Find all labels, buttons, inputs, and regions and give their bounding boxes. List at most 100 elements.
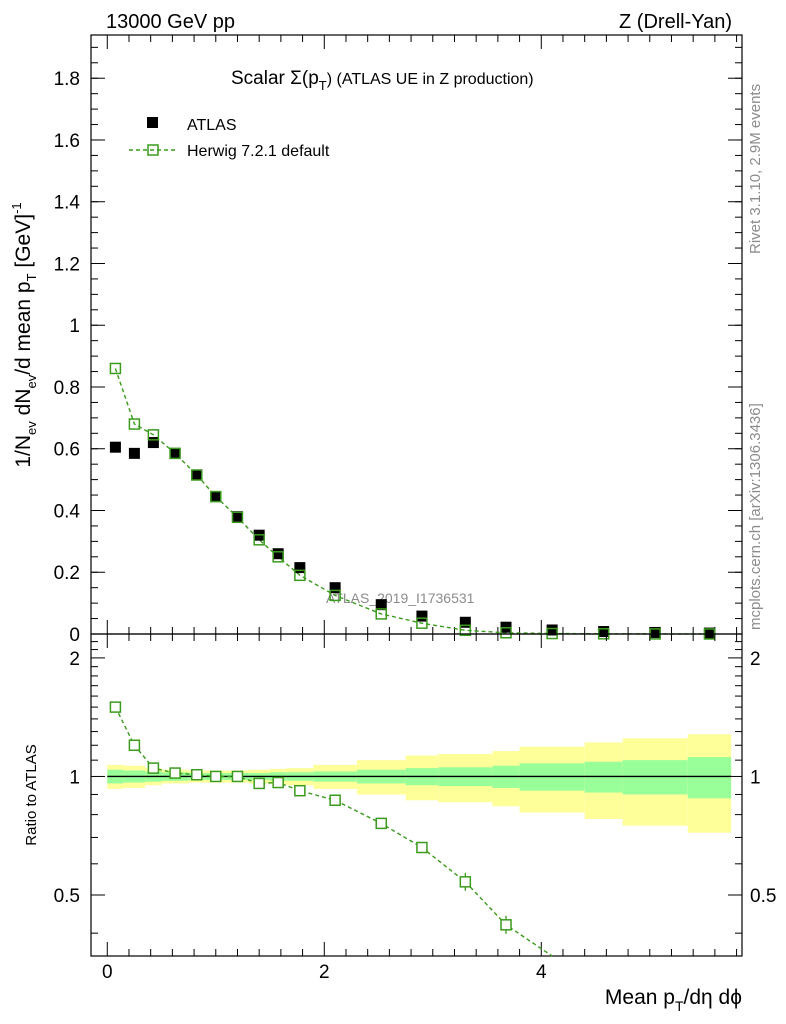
herwig-point (169, 447, 181, 460)
xlabel-part-1: Mean p (605, 986, 675, 1009)
ratio-x-axis: 0 2 4 (102, 634, 738, 983)
herwig-point (416, 617, 428, 629)
atlas-data-point (329, 582, 341, 594)
ratio-uncertainty-bands (107, 734, 732, 833)
herwig-point (128, 418, 141, 430)
herwig-point (147, 429, 160, 441)
ratio-panel: 0.5 0.5 1 1 2 2 0 2 4 Ratio to ATLAS Mean pT/dη… (23, 633, 776, 1014)
ratio-herwig-point (231, 770, 244, 783)
ratio-herwig-point (128, 739, 141, 752)
ratio-y-tick-label-left: 2 (69, 649, 80, 670)
main-x-axis (106, 35, 738, 634)
header-left: 13000 GeV pp (106, 11, 235, 33)
main-panel: 00.20.40.60.811.21.41.61.8 Scalar Σ(pT) … (9, 34, 743, 646)
ylabel-part-2: ev (24, 421, 39, 435)
atlas-data-point (109, 441, 121, 453)
herwig-point (272, 551, 284, 563)
main-y-tick-label: 1 (69, 316, 80, 337)
main-y-tick-label: 1.6 (54, 131, 80, 152)
ratio-y-tick-label-right: 0.5 (750, 886, 776, 907)
herwig-point (500, 627, 512, 639)
ratio-herwig-point (253, 777, 265, 790)
ratio-herwig-line (114, 706, 553, 957)
herwig-point (329, 589, 341, 602)
ratio-series (109, 701, 553, 957)
ratio-y-tick-label-left: 0.5 (54, 886, 80, 907)
ratio-panel-frame (90, 633, 743, 957)
main-y-tick-label: 0.2 (54, 563, 80, 584)
herwig-point (375, 608, 387, 620)
plot-title-subscript: T (319, 78, 327, 93)
ylabel-part-6: T (24, 273, 39, 281)
inner-uncertainty-band (687, 757, 732, 799)
main-y-tick-label: 1.2 (54, 254, 80, 275)
main-y-tick-label: 1.8 (54, 69, 80, 90)
rivet-version-text: Rivet 3.1.10, 2.9M events (747, 84, 764, 254)
ylabel-part-3: dN (12, 389, 35, 422)
main-y-tick-label: 0.8 (54, 378, 80, 399)
ratio-herwig-point (416, 841, 428, 854)
ratio-x-tick-label: 4 (536, 962, 547, 983)
atlas-data-point (231, 511, 243, 523)
atlas-data-point (272, 548, 284, 560)
atlas-data-point (128, 447, 140, 459)
atlas-data-point (703, 627, 715, 639)
ylabel-part-7: [GeV] (12, 214, 35, 274)
ratio-herwig-point (191, 768, 203, 781)
atlas-data-point (294, 562, 306, 574)
ratio-x-tick-label: 0 (102, 962, 113, 983)
main-y-tick-label: 0 (69, 625, 80, 646)
plot-title-rest: ) (ATLAS UE in Z production) (327, 71, 534, 88)
ylabel-part-4: ev (24, 374, 39, 388)
main-y-tick-label: 0.6 (54, 440, 80, 461)
legend-atlas-marker (147, 117, 158, 128)
ratio-herwig-point (272, 776, 284, 789)
ratio-herwig-point (329, 794, 341, 807)
atlas-data-point (147, 437, 159, 449)
main-y-tick-label: 1.4 (54, 193, 81, 214)
inner-uncertainty-band (584, 761, 623, 793)
atlas-data-point (375, 599, 387, 611)
ylabel-part-8: -1 (9, 202, 24, 214)
ratio-herwig-point (459, 876, 472, 888)
main-y-axis: 0 0.2 0.4 0.6 0.8 1 1.2 1.4 1.6 1.8 (54, 46, 742, 646)
legend-atlas-label: ATLAS (187, 117, 237, 134)
legend-herwig-label: Herwig 7.2.1 default (187, 143, 330, 160)
xlabel-part-3: /dη dϕ (684, 986, 742, 1009)
ratio-herwig-point (294, 784, 306, 797)
herwig-point (109, 362, 122, 375)
herwig-point (459, 624, 472, 637)
mcplots-reference-text: mcplots.cern.ch [arXiv:1306.3436] (747, 403, 764, 630)
atlas-data-point (649, 626, 661, 638)
main-y-tick-label: 0.4 (54, 501, 81, 522)
ratio-y-axis: 0.5 0.5 1 1 2 2 (54, 641, 776, 934)
xlabel-part-2: T (675, 998, 684, 1014)
ratio-y-tick-label-right: 2 (750, 649, 761, 670)
ratio-herwig-point (500, 919, 512, 931)
atlas-data-point (416, 610, 428, 622)
ratio-y-tick-label-left: 1 (69, 767, 80, 788)
herwig-point (210, 490, 222, 503)
ratio-herwig-point (109, 701, 122, 713)
ratio-herwig-point (210, 770, 222, 783)
atlas-data-point (169, 447, 181, 459)
atlas-data-point (210, 491, 222, 503)
ratio-x-tick-label: 2 (319, 962, 330, 983)
plot-title: Scalar Σ(pT) (ATLAS UE in Z production) (231, 68, 534, 93)
atlas-data-point (546, 624, 558, 636)
atlas-data-point (459, 616, 471, 628)
ylabel-part-5: /d mean p (12, 281, 35, 374)
inner-uncertainty-band (622, 760, 688, 795)
plot-title-main: Scalar Σ(p (231, 68, 319, 89)
x-axis-label: Mean pT/dη dϕ (605, 986, 742, 1014)
header-right: Z (Drell-Yan) (619, 11, 732, 33)
herwig-point (294, 569, 306, 582)
ratio-y-axis-label: Ratio to ATLAS (23, 744, 40, 845)
ylabel-part-1: 1/N (12, 435, 35, 468)
herwig-point (253, 534, 265, 546)
ratio-herwig-point (147, 762, 160, 774)
atlas-data-point (598, 626, 610, 638)
atlas-data-point (191, 469, 203, 481)
herwig-point (191, 469, 203, 481)
